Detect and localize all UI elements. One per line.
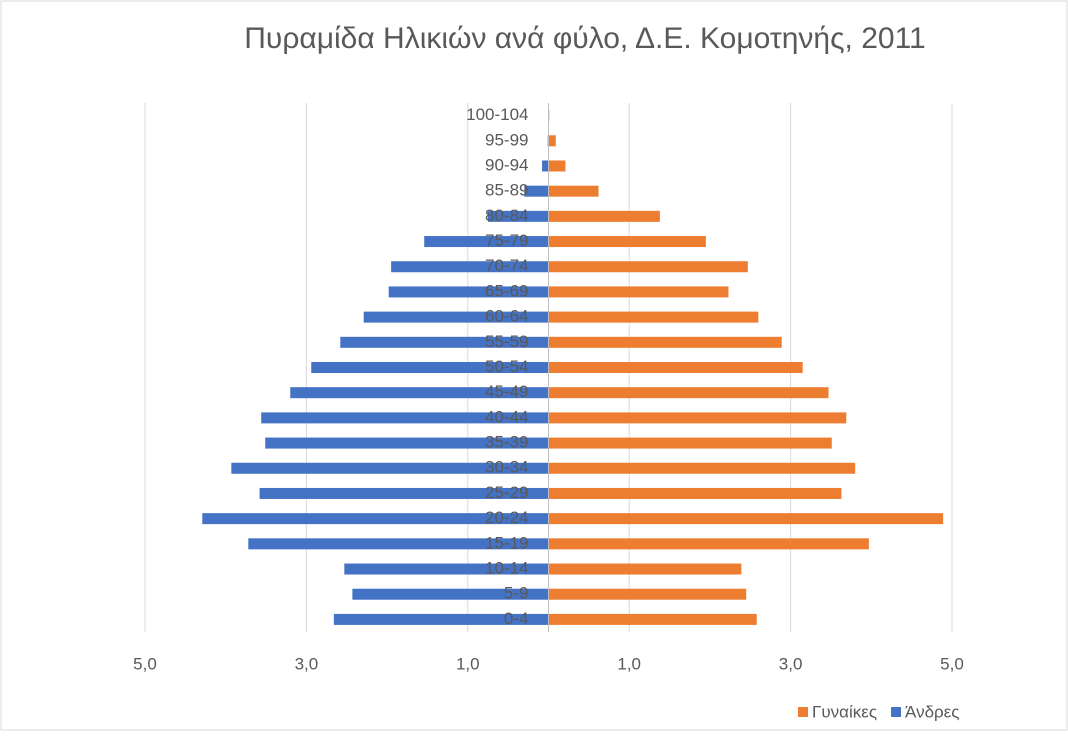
y-tick-label: 55-59 bbox=[485, 332, 528, 351]
y-tick-label: 10-14 bbox=[485, 559, 528, 578]
bar bbox=[548, 210, 660, 222]
y-tick-label: 90-94 bbox=[485, 155, 528, 174]
bar bbox=[548, 588, 747, 600]
bar bbox=[261, 412, 549, 424]
chart-title: Πυραμίδα Ηλικιών ανά φύλο, Δ.Ε. Κομοτηνή… bbox=[244, 22, 925, 55]
y-tick-label: 75-79 bbox=[485, 231, 528, 250]
y-tick-label: 95-99 bbox=[485, 130, 528, 149]
bar bbox=[548, 613, 757, 625]
bar bbox=[548, 538, 869, 550]
bar bbox=[548, 336, 782, 348]
bar bbox=[290, 387, 549, 399]
y-tick-label: 20-24 bbox=[485, 508, 528, 527]
bar bbox=[548, 236, 706, 248]
bar bbox=[202, 513, 549, 525]
bar bbox=[548, 412, 847, 424]
bar bbox=[548, 286, 729, 298]
y-tick-label: 25-29 bbox=[485, 483, 528, 502]
bar bbox=[542, 160, 549, 172]
x-tick-label: 1,0 bbox=[456, 654, 480, 673]
y-tick-label: 100-104 bbox=[466, 105, 528, 124]
x-tick-label: 3,0 bbox=[295, 654, 319, 673]
bar bbox=[363, 311, 549, 323]
legend-label: Γυναίκες bbox=[812, 702, 877, 721]
legend-label: Άνδρες bbox=[905, 702, 959, 721]
bar bbox=[265, 437, 549, 449]
legend-swatch bbox=[891, 707, 902, 717]
x-tick-label: 1,0 bbox=[617, 654, 641, 673]
y-tick-label: 0-4 bbox=[504, 609, 529, 628]
bar bbox=[548, 362, 803, 373]
bar bbox=[548, 185, 599, 197]
bar bbox=[487, 210, 549, 222]
x-tick-label: 3,0 bbox=[779, 654, 803, 673]
y-tick-label: 40-44 bbox=[485, 407, 528, 426]
bar bbox=[548, 563, 742, 575]
bar bbox=[548, 487, 842, 499]
y-tick-label: 30-34 bbox=[485, 458, 528, 477]
y-tick-label: 80-84 bbox=[485, 206, 528, 225]
bar bbox=[548, 160, 566, 172]
legend-swatch bbox=[798, 707, 808, 717]
y-tick-label: 85-89 bbox=[485, 181, 528, 200]
bar bbox=[344, 563, 549, 575]
bar bbox=[548, 311, 759, 323]
bar bbox=[231, 462, 549, 474]
bar bbox=[548, 387, 829, 399]
bar bbox=[524, 185, 549, 197]
bar bbox=[259, 487, 549, 499]
bar bbox=[548, 437, 832, 449]
bar bbox=[311, 362, 549, 373]
y-tick-label: 70-74 bbox=[485, 256, 528, 275]
y-tick-label: 45-49 bbox=[485, 382, 528, 401]
y-tick-label: 50-54 bbox=[485, 357, 528, 376]
bar bbox=[388, 286, 549, 298]
bar bbox=[424, 236, 549, 248]
bar bbox=[248, 538, 549, 550]
y-tick-label: 15-19 bbox=[485, 533, 528, 552]
y-tick-label: 65-69 bbox=[485, 281, 528, 300]
bar bbox=[548, 462, 856, 474]
y-tick-label: 5-9 bbox=[504, 584, 529, 603]
bar bbox=[352, 588, 549, 600]
x-tick-label: 5,0 bbox=[940, 654, 964, 673]
x-tick-label: 5,0 bbox=[133, 654, 157, 673]
y-tick-label: 60-64 bbox=[485, 307, 528, 326]
bar bbox=[548, 261, 748, 273]
bar bbox=[548, 135, 556, 147]
bar bbox=[391, 261, 549, 273]
y-tick-label: 35-39 bbox=[485, 433, 528, 452]
bar bbox=[333, 613, 549, 625]
bar bbox=[340, 336, 549, 348]
bar bbox=[548, 513, 944, 525]
